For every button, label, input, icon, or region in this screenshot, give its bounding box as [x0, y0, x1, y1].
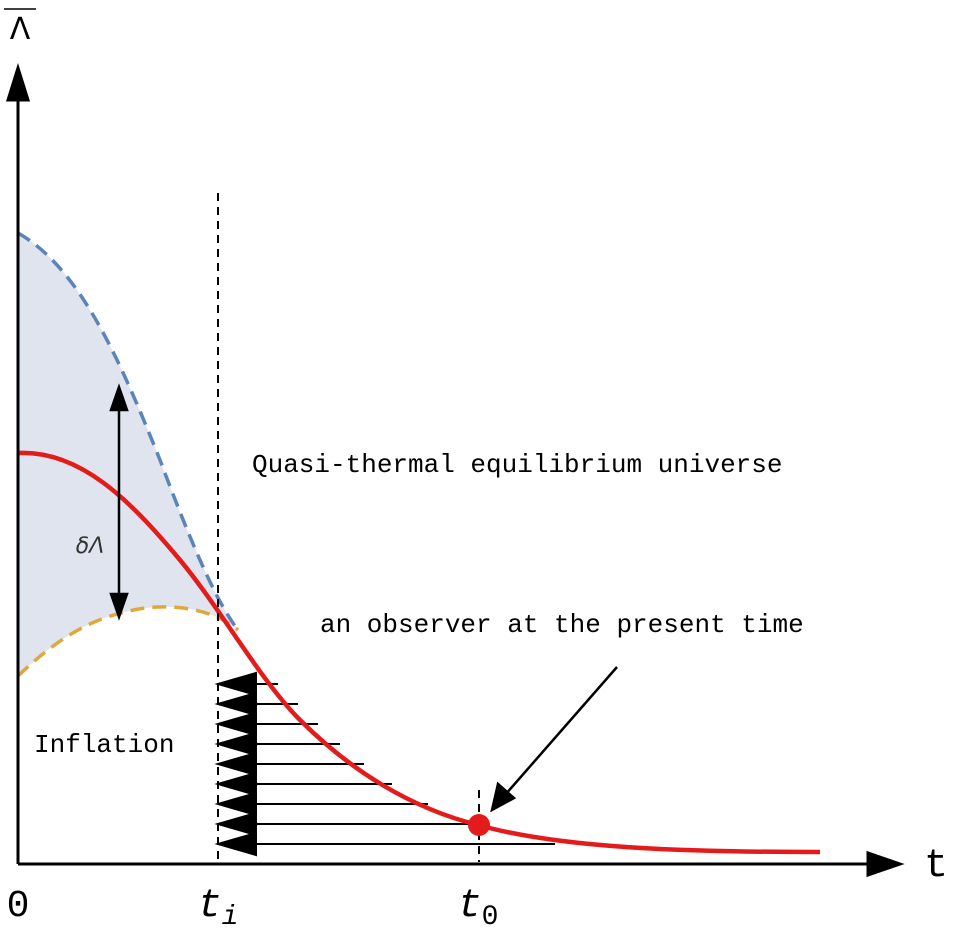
- observer-label: an observer at the present time: [320, 610, 804, 640]
- arrow-head: [214, 771, 257, 797]
- x-tick-t0: t0: [458, 884, 499, 932]
- arrow-head: [214, 671, 257, 697]
- y-axis-label: Λ: [10, 12, 31, 47]
- arrow-head: [214, 711, 257, 737]
- arrow-head: [214, 831, 257, 857]
- backward-arrows: [214, 671, 555, 857]
- arrow-head: [214, 791, 257, 817]
- observer-pointer-head: [490, 781, 517, 813]
- x-tick-t0-subscript: 0: [482, 902, 499, 932]
- x-tick-zero: 0: [7, 885, 30, 928]
- delta-arrow-head-up: [109, 383, 129, 412]
- arrow-head: [214, 751, 257, 777]
- x-axis-arrowhead: [866, 850, 905, 878]
- main-curve: [17, 450, 821, 855]
- inflation-label: Inflation: [34, 730, 174, 760]
- arrow-head: [214, 731, 257, 757]
- arrow-head: [214, 691, 257, 717]
- observer-dot: [468, 814, 490, 836]
- delta-arrow-head-down: [109, 592, 129, 621]
- x-tick-ti: ti: [198, 884, 239, 932]
- axes: [5, 62, 905, 878]
- delta-lambda-label: δΛ: [76, 534, 105, 559]
- delta-arrow: [109, 383, 129, 621]
- y-axis-arrowhead: [5, 62, 31, 102]
- quasi-thermal-label: Quasi-thermal equilibrium universe: [252, 450, 783, 480]
- x-tick-ti-subscript: i: [222, 902, 239, 932]
- observer-pointer: [490, 666, 618, 813]
- x-axis-label: t: [924, 844, 948, 889]
- arrow-head: [214, 811, 257, 837]
